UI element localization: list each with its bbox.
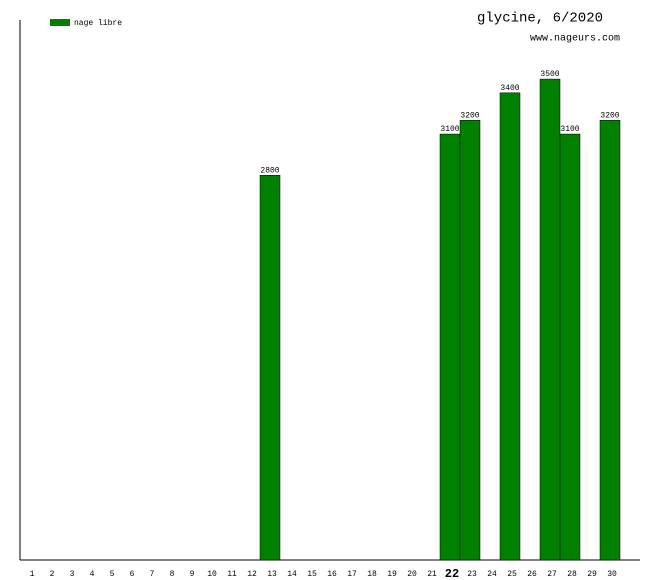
x-tick-label: 5 xyxy=(110,570,115,579)
x-tick-label: 2 xyxy=(50,570,55,579)
x-tick-label: 6 xyxy=(130,570,135,579)
x-tick-label: 11 xyxy=(227,570,237,579)
x-tick-label: 15 xyxy=(307,570,317,579)
bar xyxy=(259,175,281,561)
x-tick-label: 28 xyxy=(567,570,577,579)
x-tick-label: 25 xyxy=(507,570,517,579)
x-tick-label: 26 xyxy=(527,570,537,579)
x-tick-label: 20 xyxy=(407,570,417,579)
value-label: 3100 xyxy=(560,125,579,134)
value-label: 3400 xyxy=(500,84,519,93)
x-tick-label: 8 xyxy=(170,570,175,579)
x-tick-label: 14 xyxy=(287,570,297,579)
legend-swatch xyxy=(50,19,70,26)
x-tick-label: 21 xyxy=(427,570,437,579)
x-tick-label: 29 xyxy=(587,570,597,579)
x-tick-label: 30 xyxy=(607,570,617,579)
bar xyxy=(459,120,481,561)
x-tick-label: 9 xyxy=(190,570,195,579)
x-tick-label: 24 xyxy=(487,570,497,579)
x-tick-label: 13 xyxy=(267,570,277,579)
chart-title: glycine, 6/2020 xyxy=(477,11,603,27)
x-tick-label: 7 xyxy=(150,570,155,579)
value-label: 3200 xyxy=(460,111,479,120)
x-tick-label: 10 xyxy=(207,570,217,579)
x-tick-label: 12 xyxy=(247,570,257,579)
x-tick-label: 17 xyxy=(347,570,357,579)
x-tick-label: 1 xyxy=(30,570,35,579)
chart-subtitle: www.nageurs.com xyxy=(530,34,620,45)
bar xyxy=(599,120,621,561)
bar xyxy=(499,92,521,561)
x-tick-label: 16 xyxy=(327,570,337,579)
value-label: 3100 xyxy=(440,125,459,134)
x-tick-label: 19 xyxy=(387,570,397,579)
x-tick-label: 4 xyxy=(90,570,95,579)
bar xyxy=(559,133,581,561)
x-tick-label: 27 xyxy=(547,570,557,579)
value-label: 2800 xyxy=(260,166,279,175)
value-label: 3200 xyxy=(600,111,619,120)
legend-label: nage libre xyxy=(74,19,122,28)
x-tick-label: 23 xyxy=(467,570,477,579)
value-label: 3500 xyxy=(540,70,559,79)
x-tick-label: 3 xyxy=(70,570,75,579)
x-tick-label: 22 xyxy=(445,567,459,580)
bar xyxy=(539,78,561,561)
bar xyxy=(439,133,461,561)
x-tick-label: 18 xyxy=(367,570,377,579)
